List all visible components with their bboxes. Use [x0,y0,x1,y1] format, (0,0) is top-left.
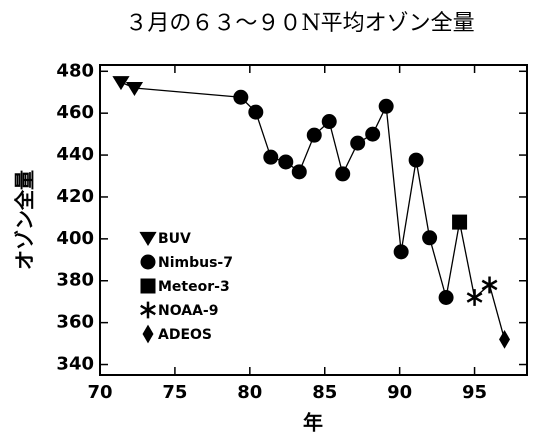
legend-marker [140,254,156,270]
y-axis-label: オゾン全量 [13,170,37,270]
legend-label: Meteor-3 [158,279,230,295]
y-tick-label: 360 [56,312,94,333]
data-point [365,126,381,142]
data-point [125,81,144,96]
y-tick-label: 340 [56,354,94,375]
x-tick-label: 95 [462,382,487,403]
y-tick-label: 380 [56,270,94,291]
data-point [499,329,511,349]
y-tick-label: 440 [56,144,94,165]
data-point [350,135,366,151]
data-point [306,127,322,143]
legend-marker [140,301,156,319]
x-tick-label: 80 [237,382,262,403]
chart-title: ３月の６３～９０N平均オゾン全量 [125,11,474,36]
x-tick-label: 85 [312,382,337,403]
x-tick-label: 90 [387,382,412,403]
data-point [466,289,483,306]
legend-label: NOAA-9 [158,303,218,319]
legend-marker [139,231,157,246]
data-point [393,244,409,260]
data-point [291,164,307,180]
data-point [233,89,249,105]
data-point [408,152,424,168]
data-point [438,290,454,305]
x-tick-label: 70 [87,382,112,403]
data-point [112,76,130,91]
y-tick-label: 460 [56,102,94,123]
data-point [422,230,438,246]
legend-marker [140,278,156,294]
data-point [481,276,498,294]
data-point [263,149,279,165]
data-point [335,166,351,182]
data-point [278,154,294,170]
legend-label: ADEOS [158,327,212,343]
data-point [321,114,337,130]
legend-marker [142,324,154,344]
data-point [248,104,264,120]
x-axis-label: 年 [303,411,323,435]
data-point [378,98,394,114]
y-tick-label: 420 [56,186,94,207]
plot-frame [99,64,528,376]
x-tick-label: 75 [162,382,187,403]
y-tick-label: 400 [56,228,94,249]
legend-label: BUV [158,231,191,247]
legend-label: Nimbus-7 [158,255,233,271]
data-point [452,214,468,230]
y-tick-label: 480 [56,60,94,81]
